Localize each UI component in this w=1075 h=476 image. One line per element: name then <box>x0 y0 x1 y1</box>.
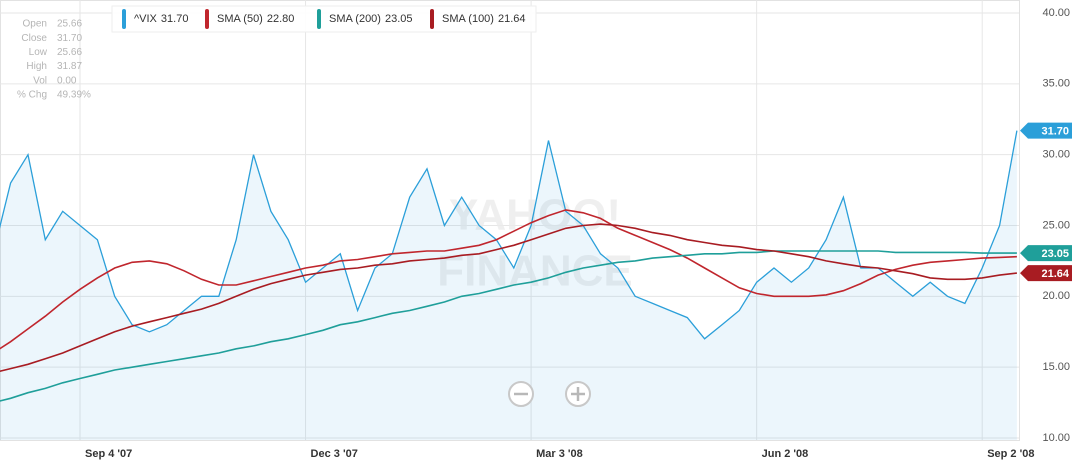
legend-swatch <box>430 9 434 29</box>
quote-value: 49.39% <box>57 90 91 101</box>
x-tick-label: Mar 3 '08 <box>536 448 583 460</box>
x-tick-label: Jun 2 '08 <box>762 448 809 460</box>
legend-label: SMA (100) 21.64 <box>442 13 526 25</box>
value-badge-label: 21.64 <box>1041 268 1069 280</box>
value-badge-label: 23.05 <box>1041 248 1069 260</box>
legend-label: SMA (50) 22.80 <box>217 13 294 25</box>
zoom-out-button[interactable] <box>508 381 534 407</box>
legend-box <box>111 5 537 33</box>
y-tick-label: 20.00 <box>1042 290 1070 302</box>
value-badge-label: 31.70 <box>1041 125 1069 137</box>
quote-value: 25.66 <box>57 19 82 30</box>
series-line <box>0 209 1017 350</box>
quote-value: 31.87 <box>57 61 82 72</box>
legend-swatch <box>205 9 209 29</box>
legend-item: SMA (100) 21.64 <box>430 9 526 29</box>
plot-area <box>0 130 1018 440</box>
legend-value: 21.64 <box>498 13 526 25</box>
legend-label: SMA (200) 23.05 <box>329 13 413 25</box>
y-tick-label: 10.00 <box>1042 432 1070 444</box>
zoom-in-button[interactable] <box>565 381 591 407</box>
legend-name: ^VIX <box>134 13 158 25</box>
legend-swatch <box>317 9 321 29</box>
quote-label: Open <box>23 19 47 30</box>
legend-item: SMA (200) 23.05 <box>317 9 413 29</box>
x-tick-label: Sep 4 '07 <box>85 448 132 460</box>
legend-name: SMA (200) <box>329 13 381 25</box>
legend-name: SMA (100) <box>442 13 494 25</box>
y-tick-label: 35.00 <box>1042 78 1070 90</box>
quote-value: 25.66 <box>57 47 82 58</box>
series-line <box>0 250 1017 402</box>
value-badge <box>1020 265 1072 282</box>
legend-value: 23.05 <box>385 13 413 25</box>
quote-label: Vol <box>33 75 47 86</box>
quote-label: Low <box>29 47 48 58</box>
y-tick-label: 15.00 <box>1042 361 1070 373</box>
legend-swatch <box>122 9 126 29</box>
x-tick-label: Dec 3 '07 <box>311 448 358 460</box>
series-line <box>0 223 1017 372</box>
y-tick-label: 30.00 <box>1042 149 1070 161</box>
legend: ^VIX 31.70 SMA (50) 22.80 SMA (200) 23.05 SMA … <box>111 5 537 33</box>
legend-item: ^VIX 31.70 <box>122 9 188 29</box>
series-line <box>0 130 1018 340</box>
legend-value: 22.80 <box>267 13 295 25</box>
legend-label: ^VIX 31.70 <box>134 13 188 25</box>
quote-label: % Chg <box>17 90 47 101</box>
value-badge <box>1020 122 1072 139</box>
quote-value: 31.70 <box>57 33 82 44</box>
y-tick-label: 25.00 <box>1042 219 1070 231</box>
area <box>0 130 1017 440</box>
legend-name: SMA (50) <box>217 13 263 25</box>
legend-item: SMA (50) 22.80 <box>205 9 294 29</box>
quote-label: Close <box>21 33 47 44</box>
quote-label: High <box>26 61 47 72</box>
quote-value: 0.00 <box>57 75 77 86</box>
y-tick-label: 40.00 <box>1042 7 1070 19</box>
legend-value: 31.70 <box>161 13 189 25</box>
x-tick-label: Sep 2 '08 <box>987 448 1034 460</box>
value-badge <box>1020 245 1072 262</box>
